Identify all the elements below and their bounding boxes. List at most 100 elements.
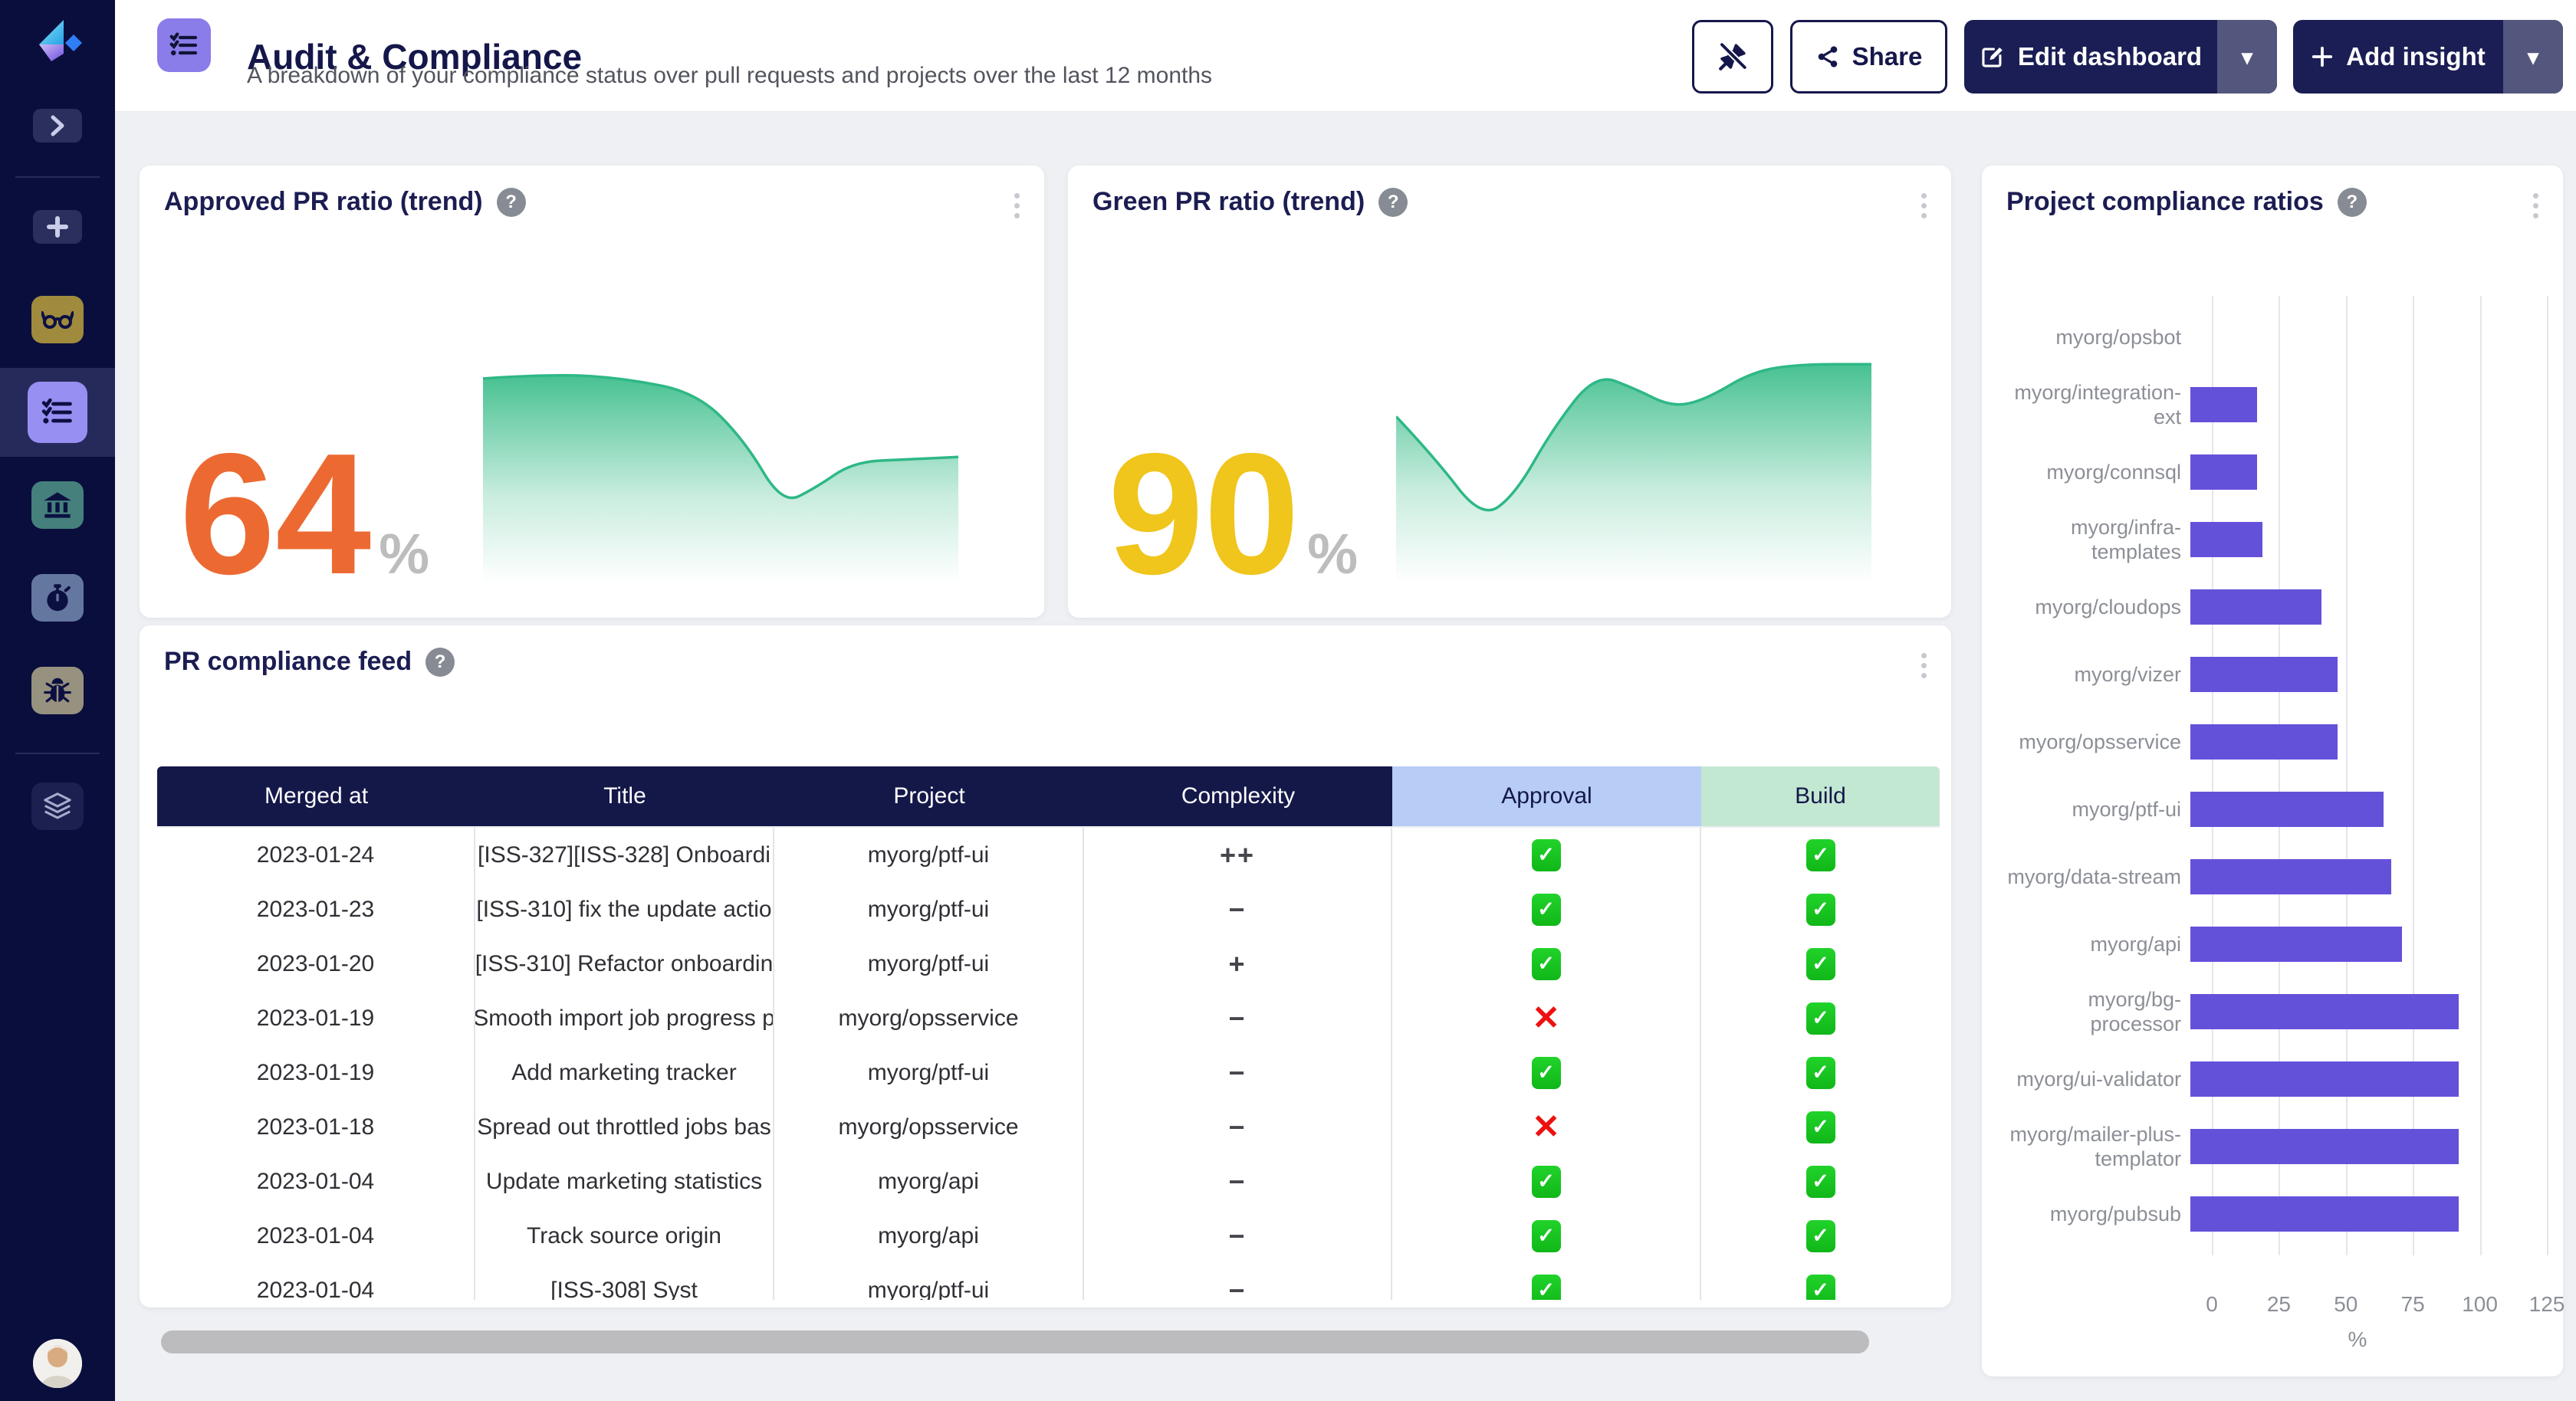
bar <box>2190 454 2258 490</box>
help-icon[interactable]: ? <box>426 647 455 677</box>
cell-merged: 2023-01-23 <box>157 882 475 937</box>
cell-project: myorg/opsservice <box>774 1100 1084 1154</box>
bar-row: myorg/api <box>2003 910 2525 978</box>
bar-x-axis-label: % <box>2348 1327 2367 1351</box>
cell-approval: ✓ <box>1392 1154 1701 1209</box>
x-tick-label: 50 <box>2334 1292 2358 1316</box>
pass-check-icon: ✓ <box>1531 893 1561 926</box>
bar-track <box>2190 1129 2525 1164</box>
cell-complexity: − <box>1084 882 1392 937</box>
cell-approval: ✕ <box>1392 991 1701 1045</box>
x-tick-label: 75 <box>2400 1292 2425 1316</box>
pass-check-icon: ✓ <box>1806 1056 1835 1089</box>
bar-row: myorg/cloudops <box>2003 573 2525 641</box>
sidebar-item-audit-dashboard[interactable] <box>28 382 87 443</box>
pass-check-icon: ✓ <box>1531 1056 1561 1089</box>
kebab-menu-icon[interactable] <box>1010 189 1024 223</box>
cell-project: myorg/ptf-ui <box>774 828 1084 882</box>
checklist-icon <box>169 32 198 56</box>
card-title: PR compliance feed <box>164 647 412 676</box>
kebab-menu-icon[interactable] <box>1917 648 1931 683</box>
bar <box>2190 994 2459 1029</box>
column-header-approval: Approval <box>1392 766 1701 826</box>
cell-title: [ISS-308] Syst <box>475 1263 774 1300</box>
pass-check-icon: ✓ <box>1806 1274 1835 1300</box>
dashboard-badge <box>157 18 211 72</box>
cell-project: myorg/api <box>774 1154 1084 1209</box>
bar-track <box>2190 454 2525 490</box>
pr-feed-table: Merged at Title Project Complexity Approval B… <box>157 766 1940 1300</box>
cell-project: myorg/api <box>774 1209 1084 1263</box>
horizontal-scrollbar[interactable] <box>161 1330 1869 1353</box>
sidebar-item-cycle-time[interactable] <box>31 574 84 622</box>
bar-track <box>2190 724 2525 760</box>
bar-row: myorg/data-stream <box>2003 843 2525 910</box>
cell-title: Smooth import job progress p <box>475 991 774 1045</box>
bar <box>2190 1061 2459 1097</box>
sidebar-add-button[interactable] <box>33 210 82 244</box>
table-row: 2023-01-19 Smooth import job progress p my… <box>157 991 1940 1045</box>
cell-approval: ✓ <box>1392 1045 1701 1100</box>
fail-cross-icon: ✕ <box>1532 1107 1560 1146</box>
gridline <box>2212 296 2213 1255</box>
bar-row: myorg/opsbot <box>2003 303 2525 371</box>
column-header-project: Project <box>774 766 1084 826</box>
bar-row: myorg/ui-validator <box>2003 1045 2525 1113</box>
user-avatar[interactable] <box>33 1339 82 1388</box>
approved-trend-chart <box>483 374 958 595</box>
add-insight-button[interactable]: Add insight ▾ <box>2293 20 2563 94</box>
sidebar-item-review[interactable] <box>31 296 84 343</box>
app-logo <box>39 20 82 61</box>
bar <box>2190 522 2263 557</box>
pass-check-icon: ✓ <box>1531 1274 1561 1300</box>
cell-approval: ✓ <box>1392 937 1701 991</box>
sidebar-item-governance[interactable] <box>31 481 84 529</box>
edit-dashboard-caret[interactable]: ▾ <box>2217 20 2277 94</box>
bar-category-label: myorg/mailer-plus-templator <box>2009 1122 2181 1170</box>
layers-icon <box>44 792 71 819</box>
cell-build: ✓ <box>1701 882 1940 937</box>
kebab-menu-icon[interactable] <box>1917 189 1931 223</box>
trend-line <box>1396 363 1871 512</box>
column-header-complexity: Complexity <box>1084 766 1392 826</box>
bug-icon <box>44 678 71 703</box>
cell-merged: 2023-01-18 <box>157 1100 475 1154</box>
sidebar-expand-button[interactable] <box>33 109 82 143</box>
bar-category-label: myorg/data-stream <box>2007 865 2181 888</box>
kebab-menu-icon[interactable] <box>2528 189 2543 223</box>
unpin-button[interactable] <box>1692 20 1773 94</box>
edit-dashboard-button[interactable]: Edit dashboard ▾ <box>1964 20 2277 94</box>
plus-icon <box>47 216 68 238</box>
help-icon[interactable]: ? <box>1378 187 1408 217</box>
top-bar: Audit & Compliance A breakdown of your c… <box>115 0 2576 112</box>
help-icon[interactable]: ? <box>2337 187 2367 217</box>
sidebar-item-bugs[interactable] <box>31 667 84 714</box>
stopwatch-icon <box>47 584 71 612</box>
share-button[interactable]: Share <box>1790 20 1947 94</box>
add-insight-caret[interactable]: ▾ <box>2503 20 2563 94</box>
cell-title: Add marketing tracker <box>475 1045 774 1100</box>
table-row: 2023-01-24 [ISS-327][ISS-328] Onboardi myo… <box>157 828 1940 882</box>
gridline <box>2279 296 2281 1255</box>
help-icon[interactable]: ? <box>496 187 526 217</box>
bank-icon <box>44 492 71 518</box>
sidebar-divider <box>15 753 100 754</box>
bar-track <box>2190 320 2525 355</box>
cell-complexity: + <box>1084 937 1392 991</box>
bar-track <box>2190 994 2525 1029</box>
table-row: 2023-01-18 Spread out throttled jobs bas m… <box>157 1100 1940 1154</box>
add-insight-label: Add insight <box>2346 42 2486 71</box>
cell-merged: 2023-01-19 <box>157 991 475 1045</box>
trend-line <box>483 374 958 500</box>
cell-merged: 2023-01-04 <box>157 1154 475 1209</box>
bar-category-label: myorg/bg-processor <box>2088 987 2181 1035</box>
bar <box>2190 657 2338 692</box>
cell-build: ✓ <box>1701 828 1940 882</box>
edit-icon <box>1982 47 2003 67</box>
card-title: Project compliance ratios <box>2006 187 2324 216</box>
cell-build: ✓ <box>1701 1209 1940 1263</box>
sidebar-item-integrations[interactable] <box>31 783 84 830</box>
sidebar <box>0 0 115 1401</box>
gridline <box>2345 296 2348 1255</box>
card-project-compliance-ratios: Project compliance ratios ? myorg/opsbot… <box>1982 166 2564 1376</box>
